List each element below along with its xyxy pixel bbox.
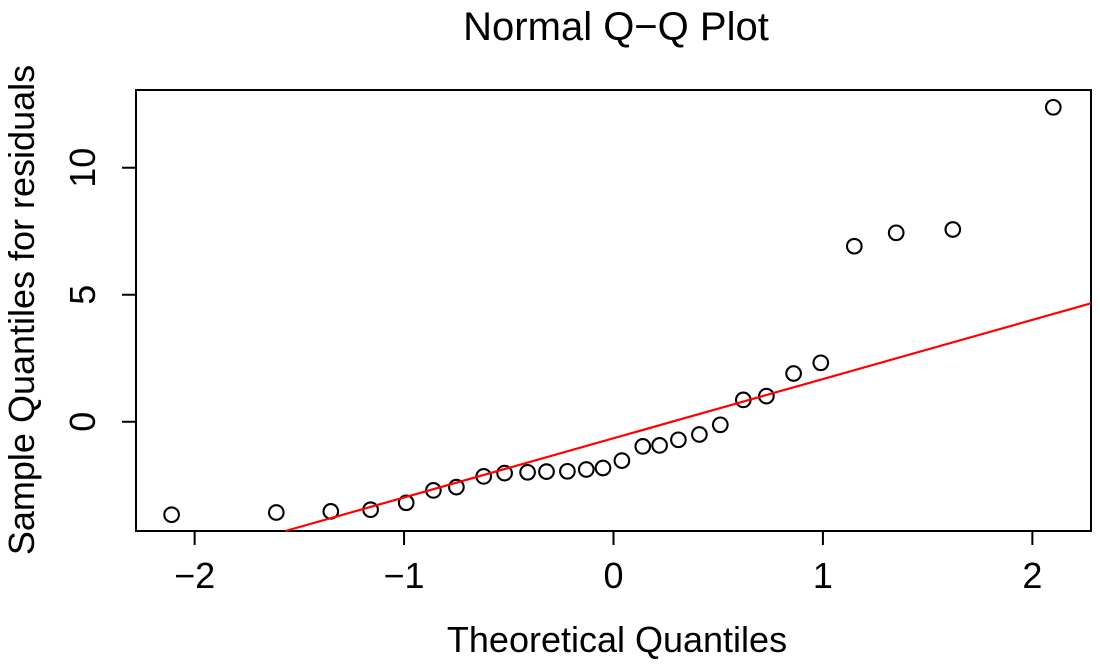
x-tick-label: 1 <box>813 555 833 596</box>
y-tick-label: 5 <box>62 285 103 305</box>
qq-point <box>613 452 631 469</box>
qq-point <box>559 462 576 480</box>
qq-point <box>670 431 687 449</box>
qq-point <box>538 463 555 480</box>
qq-line <box>285 302 1092 533</box>
x-tick-label: 0 <box>603 555 623 596</box>
plot-frame <box>135 89 1092 532</box>
x-tick-label: 2 <box>1022 555 1042 596</box>
y-tick-label: 0 <box>62 412 103 432</box>
y-axis-label: Sample Quantiles for residuals <box>1 65 42 555</box>
qq-point <box>887 224 905 242</box>
x-tick-label: −2 <box>174 555 215 596</box>
qq-point <box>691 426 708 443</box>
plot-dynamic-layer: −2 −1 0 1 2 0 5 10 <box>62 89 1092 596</box>
qq-point <box>845 237 863 255</box>
chart-title: Normal Q−Q Plot <box>463 5 769 49</box>
x-axis-label: Theoretical Quantiles <box>447 619 787 660</box>
qq-point <box>944 221 962 238</box>
qq-point <box>448 478 465 496</box>
qq-point <box>577 461 595 478</box>
qq-point <box>651 437 668 454</box>
y-tick-label: 10 <box>62 148 103 188</box>
qq-point <box>785 365 802 382</box>
qq-point <box>711 416 729 434</box>
qq-point <box>519 463 536 481</box>
x-tick-label: −1 <box>384 555 425 596</box>
qq-point <box>163 506 180 524</box>
qq-point <box>496 464 513 482</box>
qq-point <box>397 494 415 512</box>
qq-point <box>267 504 285 521</box>
qq-point <box>594 459 612 477</box>
qq-point <box>634 438 652 455</box>
qq-point <box>812 354 830 372</box>
qq-point <box>1044 98 1062 116</box>
